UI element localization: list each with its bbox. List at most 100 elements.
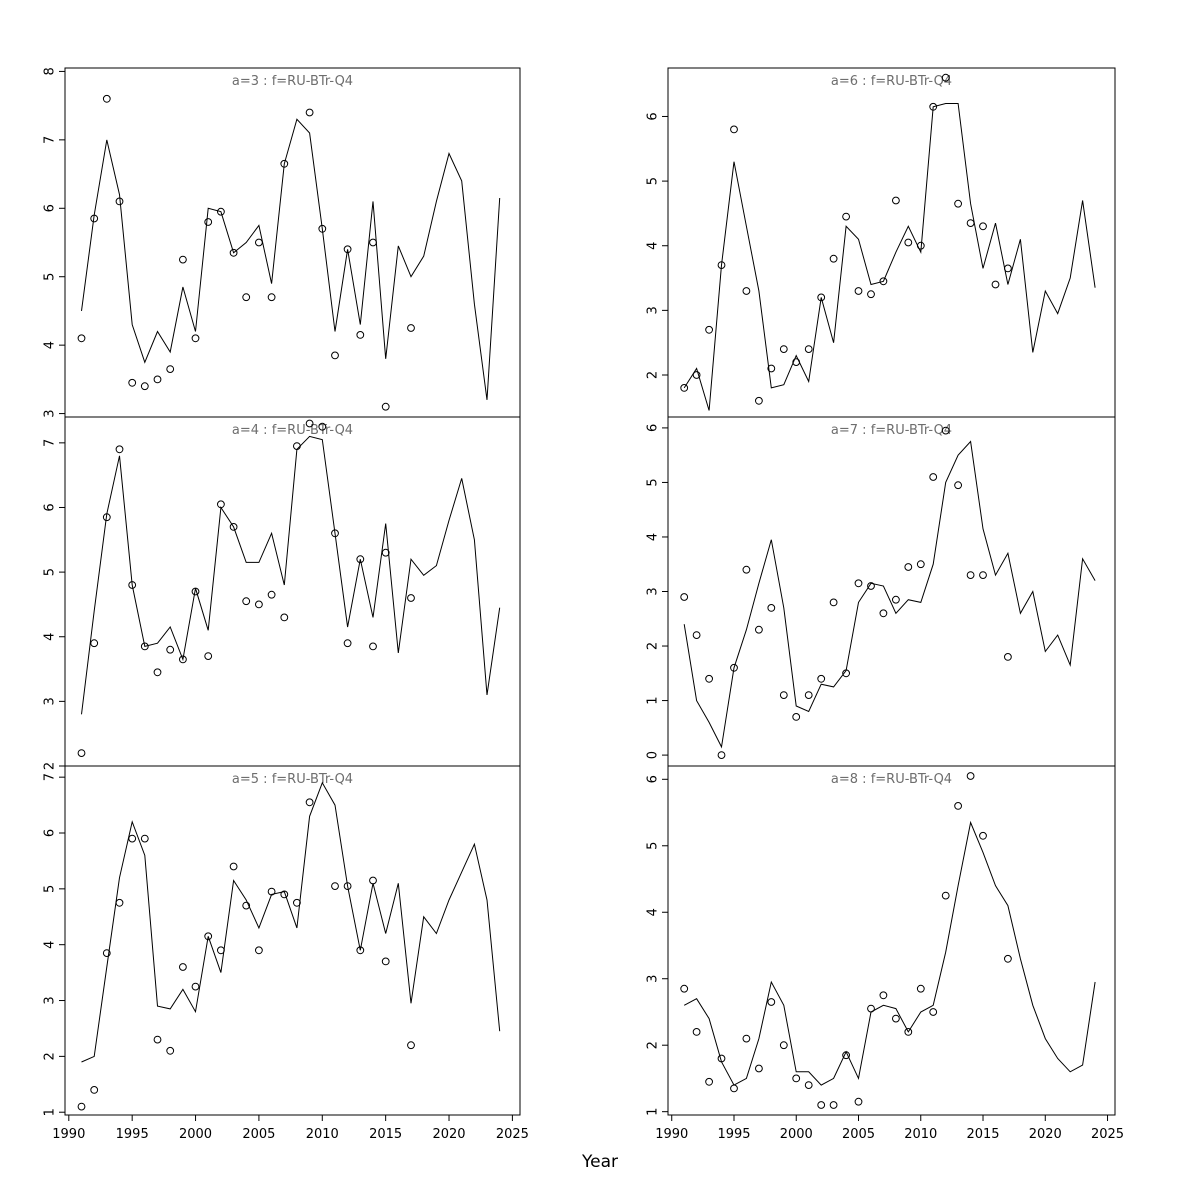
- observed-point: [90, 214, 99, 223]
- observed-point: [829, 254, 838, 263]
- observed-point: [867, 290, 875, 299]
- observed-point: [941, 426, 950, 435]
- observed-point: [242, 293, 251, 302]
- observed-point: [767, 998, 776, 1006]
- observed-point: [166, 645, 175, 654]
- observed-point: [217, 500, 225, 509]
- x-tick-label: 2005: [842, 1127, 875, 1142]
- observed-point: [779, 691, 788, 699]
- y-tick-label: 6: [646, 424, 661, 432]
- observed-point: [356, 946, 365, 955]
- observed-point: [102, 949, 111, 957]
- observed-point: [867, 582, 875, 590]
- observed-point: [204, 218, 213, 226]
- observed-point: [991, 280, 1000, 289]
- observed-point: [369, 238, 377, 247]
- observed-point: [680, 593, 689, 601]
- observed-point: [705, 674, 713, 683]
- observed-point: [280, 890, 289, 899]
- observed-point: [767, 604, 776, 612]
- observed-point: [954, 802, 962, 810]
- observed-point: [730, 663, 738, 672]
- observed-point: [892, 196, 900, 205]
- observed-point: [742, 1034, 751, 1043]
- fitted-line: [683, 440, 1096, 749]
- x-tick-label: 1995: [717, 1127, 750, 1142]
- observed-point: [966, 772, 975, 780]
- observed-point: [255, 238, 263, 247]
- observed-point: [191, 982, 200, 991]
- panel-a4: a=4 : f=RU-BTr-Q4 2 3 4 5 6 7: [43, 416, 521, 770]
- y-tick-label: 4: [43, 941, 58, 949]
- fitted-line: [81, 781, 501, 1063]
- observed-point: [115, 197, 124, 206]
- observed-point: [717, 1054, 726, 1063]
- y-tick-label: 2: [646, 642, 661, 650]
- panel-title: a=7 : f=RU-BTr-Q4: [831, 423, 952, 438]
- observed-point: [680, 984, 689, 993]
- y-tick-label: 7: [43, 136, 58, 144]
- x-tick-label: 2005: [242, 1127, 275, 1142]
- y-tick-label: 2: [43, 1052, 58, 1060]
- y-tick-label: 1: [646, 696, 661, 704]
- observed-point: [804, 691, 813, 699]
- observed-point: [730, 1084, 738, 1093]
- observed-point: [407, 324, 415, 332]
- y-tick-label: 5: [646, 177, 661, 185]
- y-tick-label: 3: [43, 697, 58, 705]
- x-tick-label: 2010: [904, 1127, 937, 1142]
- observed-point: [369, 876, 377, 885]
- x-tick-label: 2025: [496, 1127, 529, 1142]
- observed-point: [343, 639, 352, 648]
- observed-point: [242, 901, 251, 910]
- observed-point: [204, 932, 213, 941]
- observed-point: [705, 1077, 713, 1086]
- observed-point: [680, 384, 689, 392]
- observed-point: [166, 365, 175, 374]
- y-tick-label: 5: [43, 273, 58, 281]
- observed-point: [692, 371, 701, 379]
- observed-point: [916, 560, 925, 569]
- x-tick-label: 2020: [1029, 1127, 1062, 1142]
- observed-point: [242, 597, 251, 606]
- observed-point: [179, 963, 187, 971]
- y-tick-label: 1: [43, 1108, 58, 1116]
- observed-point: [1004, 264, 1012, 273]
- observed-point: [904, 1028, 913, 1036]
- observed-point: [140, 834, 149, 843]
- y-tick-label: 0: [646, 751, 661, 759]
- observed-point: [979, 571, 987, 579]
- observed-point: [267, 293, 276, 302]
- observed-point: [879, 609, 888, 618]
- y-tick-label: 4: [43, 341, 58, 349]
- observed-point: [904, 238, 913, 247]
- panel-title: a=6 : f=RU-BTr-Q4: [831, 74, 952, 89]
- observed-point: [829, 1101, 838, 1109]
- observed-point: [854, 287, 863, 295]
- observed-point: [742, 565, 751, 574]
- fitted-line: [81, 118, 501, 400]
- observed-point: [929, 1008, 938, 1016]
- observed-point: [90, 639, 99, 648]
- observed-point: [792, 358, 801, 367]
- x-tick-label: 1990: [655, 1127, 688, 1142]
- panel-a7: a=7 : f=RU-BTr-Q4 0 1 2 3 4 5 6: [646, 416, 1116, 767]
- observed-point: [916, 984, 925, 993]
- y-tick-label: 4: [646, 242, 661, 250]
- x-tick-label: 2025: [1091, 1127, 1124, 1142]
- observed-point: [102, 513, 111, 522]
- observed-point: [407, 1041, 415, 1050]
- y-tick-label: 8: [43, 67, 58, 75]
- observed-point: [842, 669, 850, 678]
- panel-title: a=5 : f=RU-BTr-Q4: [232, 772, 353, 787]
- observed-point: [941, 73, 950, 82]
- y-tick-label: 2: [646, 371, 661, 379]
- observed-point: [892, 595, 900, 604]
- panel-a8: a=8 : f=RU-BTr-Q4 1 2 3 4 5 6 1990 1995 2000 2005 2…: [646, 765, 1124, 1142]
- observed-point: [842, 212, 850, 221]
- y-tick-label: 4: [646, 908, 661, 916]
- y-tick-label: 3: [646, 587, 661, 595]
- observed-point: [779, 345, 788, 354]
- y-tick-label: 5: [43, 885, 58, 893]
